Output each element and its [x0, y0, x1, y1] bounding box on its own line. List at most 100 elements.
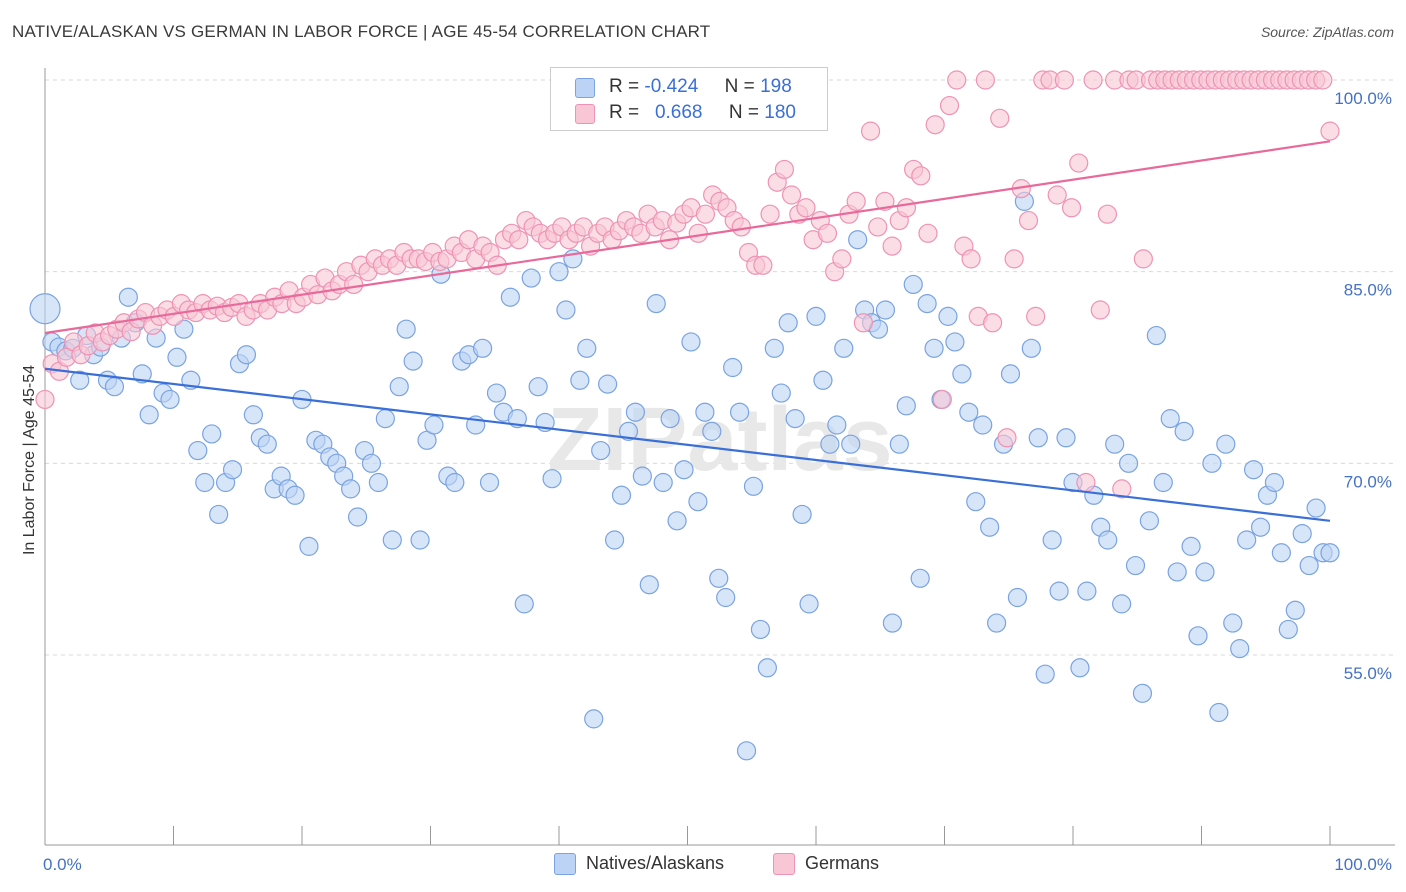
native-point [841, 434, 861, 454]
native-point [584, 709, 604, 729]
german-point [975, 70, 996, 90]
native-point [570, 370, 590, 390]
native-point [723, 357, 743, 378]
native-point [222, 460, 243, 480]
native-point [632, 466, 652, 486]
native-point [1216, 434, 1236, 454]
native-point [618, 421, 639, 441]
german-point [982, 313, 1003, 333]
germans-label: Germans [805, 853, 880, 873]
axes [44, 68, 1395, 846]
native-point [1181, 536, 1201, 556]
native-point [70, 370, 90, 390]
native-point [104, 377, 125, 397]
native-point [341, 479, 361, 499]
legend-n-value: 180 [764, 102, 796, 123]
legend-swatch-pink [575, 104, 595, 124]
native-point [368, 472, 389, 493]
natives-points [29, 191, 1340, 761]
native-point [410, 530, 430, 550]
native-point [1125, 555, 1146, 576]
native-point [118, 287, 138, 307]
native-point [361, 453, 382, 473]
native-point [577, 338, 597, 358]
native-point [729, 402, 750, 422]
native-point [389, 377, 409, 397]
native-point [1195, 562, 1215, 582]
native-point [778, 313, 798, 333]
native-point [980, 517, 1000, 537]
native-point [1098, 530, 1118, 550]
native-point [1132, 683, 1153, 703]
german-point [1026, 306, 1046, 326]
native-point [1035, 664, 1055, 684]
native-point [639, 575, 659, 595]
native-point [924, 338, 944, 358]
german-point [1047, 185, 1067, 205]
native-point [806, 306, 826, 326]
legend-swatch-blue [575, 78, 595, 98]
legend-r-label: R = [609, 76, 640, 97]
german-point [853, 313, 873, 333]
german-point [932, 389, 952, 410]
natives-swatch [554, 853, 576, 875]
native-point [896, 396, 916, 416]
native-point [347, 507, 368, 527]
legend-n-label: N = [728, 102, 760, 123]
german-point [1133, 249, 1153, 269]
native-point [973, 415, 993, 435]
watermark: ZIPatlas [547, 390, 892, 490]
legend-r-value: -0.424 [644, 76, 699, 97]
native-point [1077, 581, 1097, 601]
native-point [938, 306, 958, 326]
native-point [1070, 658, 1090, 678]
german-point [1061, 198, 1082, 218]
german-point [760, 204, 780, 224]
native-point [750, 619, 771, 640]
german-point [882, 236, 902, 256]
german-point [1320, 121, 1340, 141]
native-point [653, 472, 673, 493]
native-point [604, 530, 625, 550]
native-point [396, 319, 416, 339]
trend-lines [44, 140, 1331, 522]
german-point [1090, 300, 1110, 320]
native-point [257, 434, 277, 454]
german-point [961, 249, 981, 269]
german-point [509, 230, 529, 250]
native-point [813, 370, 833, 390]
native-point [1223, 613, 1243, 633]
native-point [243, 405, 263, 425]
natives-trend-line [44, 367, 1331, 522]
native-point [160, 389, 180, 410]
native-point [486, 383, 507, 403]
native-point [743, 476, 764, 496]
native-point [764, 338, 784, 358]
native-point [174, 319, 194, 339]
german-point [896, 198, 917, 218]
german-point [918, 223, 938, 243]
native-point [827, 415, 847, 435]
legend-r-value: 0.668 [654, 102, 703, 123]
native-point [542, 469, 562, 489]
native-point [1271, 543, 1291, 563]
german-point [35, 389, 55, 410]
native-point [382, 530, 402, 550]
native-point [910, 568, 930, 588]
native-point [591, 440, 611, 461]
native-point [29, 293, 61, 325]
native-point [598, 374, 618, 394]
native-point [167, 347, 187, 367]
native-point [1028, 428, 1048, 448]
german-point [781, 185, 802, 205]
native-point [1243, 460, 1264, 480]
native-point [986, 613, 1007, 633]
native-point [1105, 434, 1125, 454]
native-point [1237, 530, 1257, 550]
germans-trend-line [44, 140, 1331, 335]
german-point [695, 204, 716, 224]
german-point [1313, 70, 1333, 90]
native-point [500, 287, 520, 307]
native-point [375, 409, 395, 429]
